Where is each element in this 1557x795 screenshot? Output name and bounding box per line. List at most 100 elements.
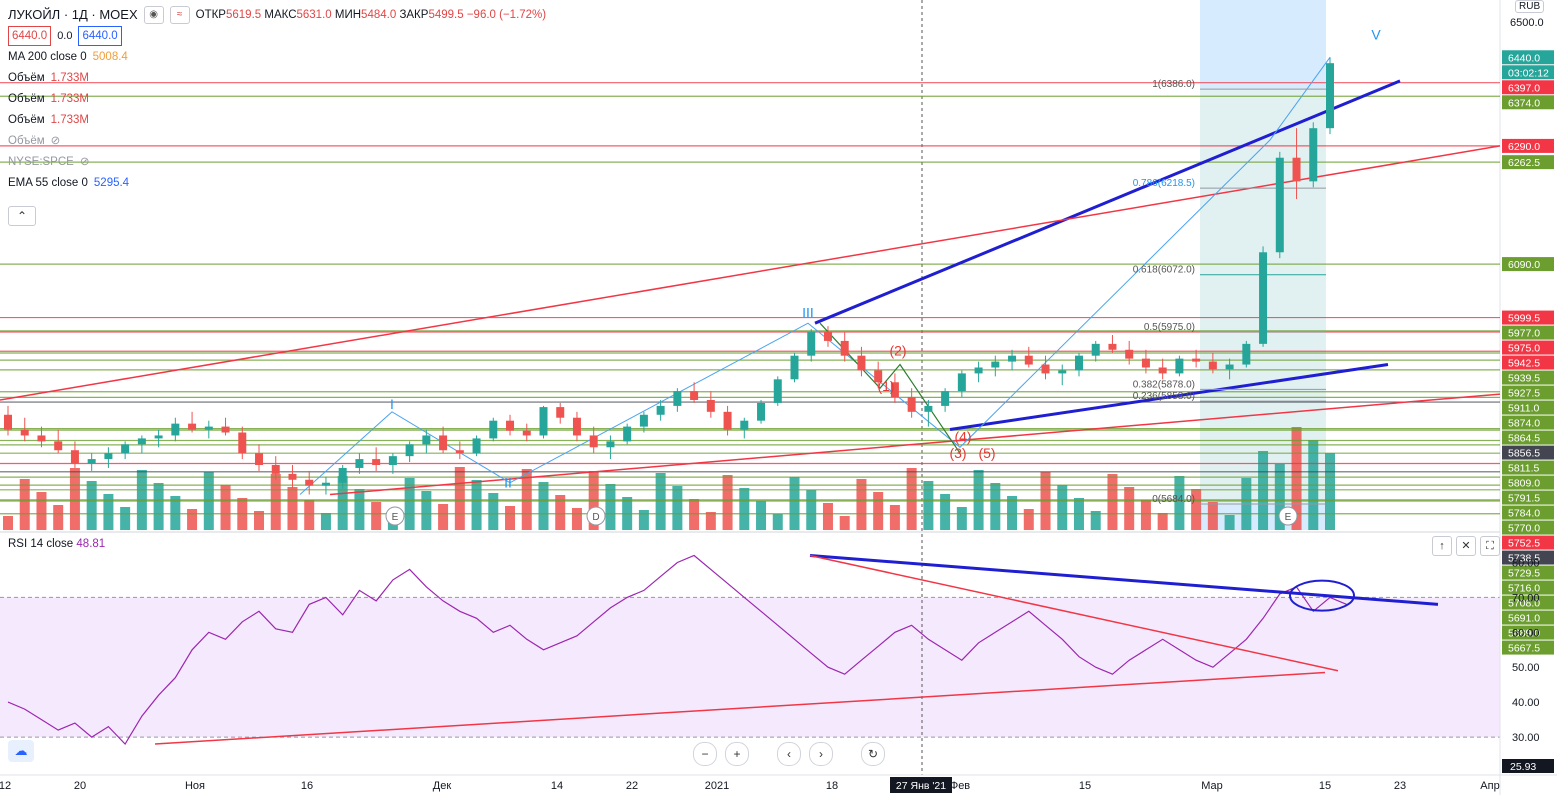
price-label: 5809.0 — [1508, 478, 1540, 490]
volume-bar — [990, 483, 1001, 530]
rsi-current-label: 25.93 — [1510, 761, 1536, 773]
volume-bar — [471, 480, 482, 530]
indicator-label[interactable]: Объём — [8, 134, 45, 147]
candle-body — [238, 432, 247, 454]
candle-body — [388, 456, 397, 465]
close-icon[interactable]: ✕ — [1456, 536, 1476, 556]
volume-bar — [705, 512, 716, 530]
price-label-bg — [1502, 325, 1554, 340]
eye-icon[interactable]: ◉ — [143, 5, 164, 24]
horizontal-levels — [0, 82, 1500, 515]
candle-body — [522, 430, 531, 436]
candle-body — [757, 402, 766, 421]
reset-chart-icon[interactable]: ↻ — [861, 742, 885, 766]
indicator-label[interactable]: Объём — [8, 113, 45, 126]
volume-bar — [1191, 489, 1202, 530]
candle-body — [1259, 252, 1268, 344]
indicator-label[interactable]: MA 200 close 0 — [8, 50, 87, 63]
rsi-tick: 40.00 — [1512, 697, 1540, 709]
volume-bar — [1090, 511, 1101, 530]
indicator-label[interactable]: Объём — [8, 92, 45, 105]
price-label: 5911.0 — [1508, 403, 1539, 415]
candle-body — [405, 444, 414, 457]
scroll-left-icon[interactable]: ‹ — [777, 742, 801, 766]
price-label-bg — [1502, 95, 1554, 110]
scroll-right-icon[interactable]: › — [809, 742, 833, 766]
currency-badge[interactable]: RUB — [1515, 0, 1545, 13]
wave-label: (5) — [978, 445, 995, 461]
indicator-value: 5295.4 — [93, 176, 130, 189]
volume-bar — [1157, 513, 1168, 530]
time-tick: 22 — [626, 780, 638, 792]
collapse-legend-button[interactable]: ⌃ — [8, 206, 36, 226]
candle-body — [1125, 349, 1134, 359]
price-label-bg — [1502, 385, 1554, 400]
price-label-bg — [1502, 565, 1554, 580]
volume-bar — [371, 502, 382, 530]
volume-bar — [69, 468, 80, 530]
volume-bar — [789, 477, 800, 530]
time-tick: Апр — [1480, 780, 1499, 792]
volume-bar — [1325, 453, 1335, 530]
price-label: 5770.0 — [1508, 523, 1540, 535]
move-up-icon[interactable]: ↑ — [1432, 536, 1452, 556]
volume-bar — [689, 499, 700, 530]
event-marker — [385, 506, 405, 526]
volume-bar — [1140, 500, 1151, 530]
event-marker-label: D — [592, 512, 599, 523]
indicator-value: 1.733M — [50, 71, 89, 84]
volume-bar — [739, 488, 750, 530]
rsi-legend: RSI 14 close 48.81 — [8, 538, 105, 550]
rsi-label[interactable]: RSI 14 close — [8, 538, 74, 550]
candle-body — [673, 391, 682, 406]
indicator-label[interactable]: NYSE:SPCE — [8, 155, 74, 168]
rsi-trend-line — [809, 553, 1439, 606]
volume-bar — [906, 468, 917, 530]
volume-bar — [304, 500, 315, 530]
wave-label: V — [1371, 27, 1381, 43]
volume-bar — [404, 478, 415, 530]
candle-body — [941, 391, 950, 406]
volume-bar — [638, 510, 649, 530]
price-label: 5738.5 — [1508, 553, 1540, 565]
price-label-bg — [1502, 355, 1554, 370]
price-label: 5977.0 — [1508, 328, 1540, 340]
hidden-eye-icon[interactable]: ⊘ — [79, 155, 90, 168]
wave-path — [299, 56, 1331, 495]
volume-bar — [454, 467, 465, 530]
price-label-bg — [1502, 400, 1554, 415]
volume-bar — [889, 505, 900, 530]
price-label-bg — [1502, 550, 1554, 565]
indicator-label[interactable]: Объём — [8, 71, 45, 84]
event-marker-label: E — [392, 512, 399, 523]
maximize-icon[interactable]: ⛶ — [1480, 536, 1500, 556]
indicator-label[interactable]: EMA 55 close 0 — [8, 176, 88, 189]
zoom-out-icon[interactable]: − — [693, 742, 717, 766]
time-tick: Фев — [950, 780, 970, 792]
candle-body — [690, 391, 699, 400]
volume-bar — [421, 491, 432, 530]
candle-body — [1024, 355, 1033, 365]
volume-bar — [1174, 476, 1185, 530]
candle-body — [204, 426, 213, 430]
alert-icon[interactable]: ≈ — [169, 5, 190, 24]
candle-body — [288, 473, 297, 480]
price-label-bg — [1502, 580, 1554, 595]
candle-body — [506, 420, 515, 431]
tradingview-logo-icon[interactable]: ☁ — [8, 740, 34, 762]
event-marker-label: E — [1285, 512, 1292, 523]
price-tick: 6500.0 — [1510, 17, 1544, 29]
price-label: 5927.5 — [1508, 388, 1540, 400]
zoom-in-icon[interactable]: + — [725, 742, 749, 766]
sell-price-button[interactable]: 6440.0 — [8, 25, 52, 46]
hidden-eye-icon[interactable]: ⊘ — [50, 134, 61, 147]
price-label-bg — [1502, 65, 1554, 80]
buy-price-button[interactable]: 6440.0 — [78, 25, 122, 46]
symbol-title[interactable]: ЛУКОЙЛ · 1Д · MOEX — [8, 6, 138, 22]
volume-bar — [187, 509, 198, 530]
volume-bar — [1107, 474, 1118, 530]
price-label-bg — [1502, 415, 1554, 430]
candle-body — [87, 459, 96, 464]
volume-bar — [1124, 487, 1135, 530]
